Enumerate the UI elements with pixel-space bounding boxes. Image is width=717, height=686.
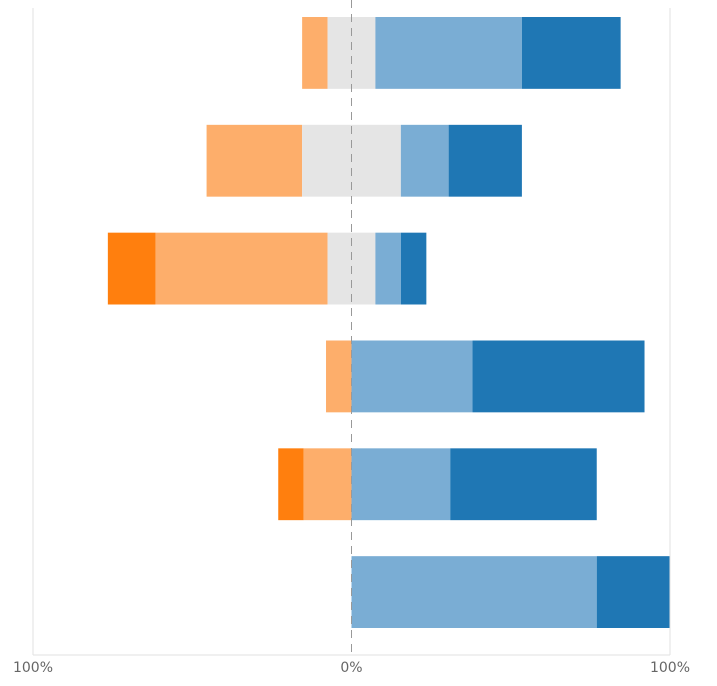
bar-segment xyxy=(375,232,401,305)
bar-segment xyxy=(107,232,156,305)
bar-segment xyxy=(351,340,473,413)
bar-segment xyxy=(351,556,597,628)
bar-segment xyxy=(278,448,304,521)
bar-segment xyxy=(351,448,451,521)
bar-segment xyxy=(521,17,621,89)
bar-segment xyxy=(302,17,328,89)
bar-segment xyxy=(472,340,645,413)
bar-segment xyxy=(206,124,303,197)
bar-segment xyxy=(155,232,328,305)
x-tick-label: 0% xyxy=(340,660,362,676)
x-tick-label: 100% xyxy=(13,660,53,676)
bar-segment xyxy=(450,448,597,521)
x-tick-label: 100% xyxy=(650,660,690,676)
bar-segment xyxy=(327,17,376,89)
bar-segment xyxy=(448,124,522,197)
bar-segment xyxy=(596,556,670,628)
bar-segment xyxy=(303,448,352,521)
bar-segment xyxy=(375,17,522,89)
bar-segment xyxy=(326,340,352,413)
bar-segment xyxy=(400,124,449,197)
bar-segment xyxy=(400,232,427,305)
